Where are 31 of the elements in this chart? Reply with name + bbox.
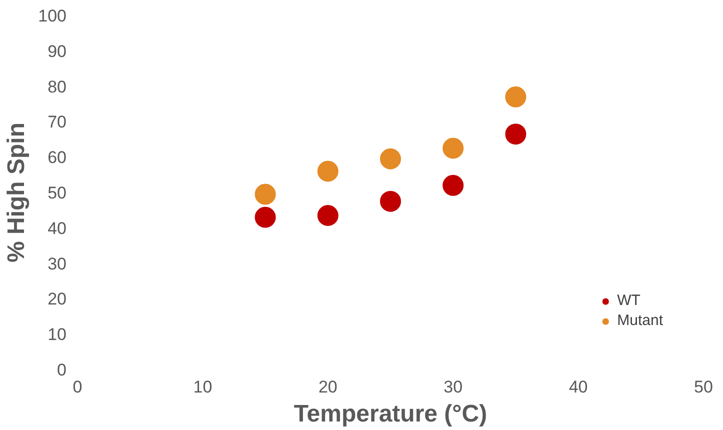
y-tick-label: 80	[48, 77, 67, 96]
x-tick-label: 0	[72, 378, 82, 396]
point	[254, 206, 276, 228]
point	[254, 184, 276, 205]
y-tick-label: 30	[48, 254, 67, 274]
legend-label: Mutant	[617, 312, 663, 329]
y-axis-title: % High Spin	[3, 122, 30, 262]
legend-label: WT	[617, 292, 640, 309]
point	[442, 138, 464, 159]
y-tick-label: 40	[48, 218, 67, 238]
y-tick-label: 70	[48, 112, 67, 132]
y-tick-label: 10	[48, 325, 67, 344]
point	[380, 148, 401, 170]
point	[505, 86, 526, 108]
point	[380, 190, 401, 212]
point	[442, 174, 464, 196]
x-tick-label: 40	[568, 378, 588, 396]
y-tick-label: 90	[48, 42, 67, 61]
x-axis-title: Temperature (°C)	[294, 400, 488, 428]
x-tick-label: 10	[193, 378, 212, 396]
y-tick-label: 50	[48, 184, 67, 202]
y-tick-label: 60	[48, 148, 67, 168]
point	[317, 205, 338, 226]
x-tick-label: 30	[444, 378, 463, 396]
point	[505, 124, 526, 145]
point	[317, 160, 338, 182]
y-tick-label: 0	[57, 360, 67, 380]
x-tick-label: 20	[318, 378, 338, 396]
y-tick-label: 20	[48, 290, 67, 309]
y-tick-label: 100	[38, 6, 67, 26]
x-tick-label: 50	[694, 378, 713, 396]
